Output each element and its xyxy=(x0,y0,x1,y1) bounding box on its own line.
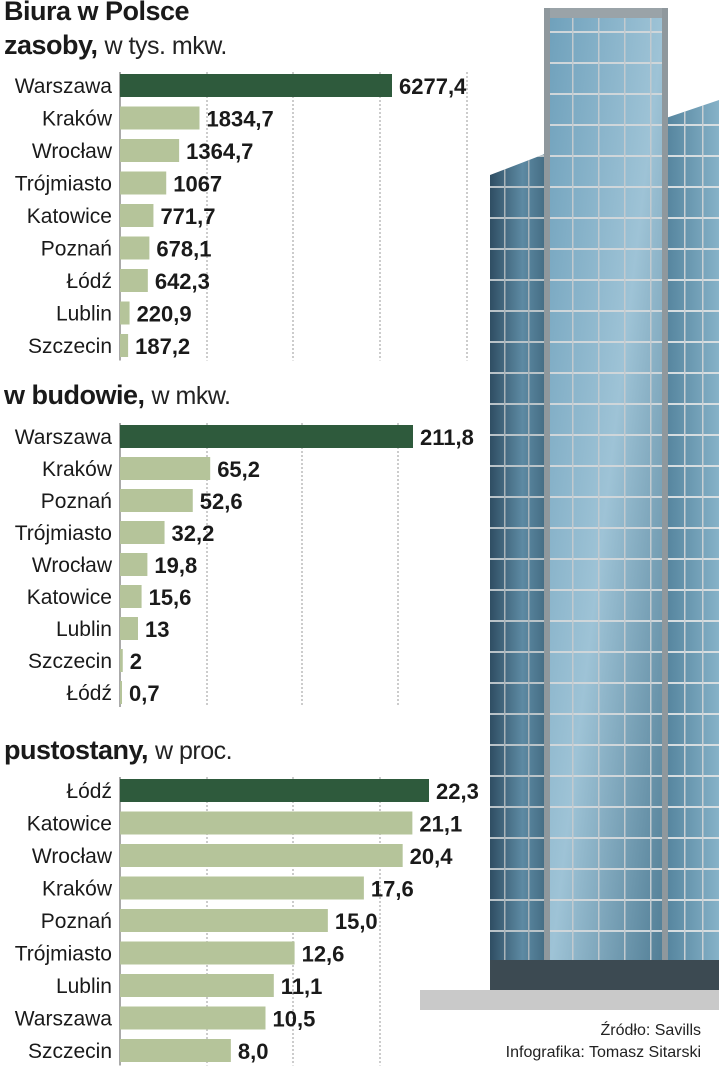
data-label: 32,2 xyxy=(172,521,215,546)
section-title-unit: w tys. mkw. xyxy=(104,32,228,60)
source-note: Źródło: Savills Infografika: Tomasz Sita… xyxy=(506,1020,701,1064)
category-label: Łódź xyxy=(66,780,112,803)
data-label: 15,6 xyxy=(149,585,192,610)
category-label: Poznań xyxy=(41,490,112,513)
category-label: Katowice xyxy=(27,205,112,228)
category-label: Warszawa xyxy=(15,75,113,98)
section-title-bold: zasoby, xyxy=(4,30,98,60)
category-label: Kraków xyxy=(42,458,113,481)
data-label: 19,8 xyxy=(154,553,197,578)
category-label: Lublin xyxy=(56,618,112,641)
bar xyxy=(120,585,142,608)
credit-line: Infografika: Tomasz Sitarski xyxy=(505,1044,701,1061)
bar xyxy=(120,844,403,867)
category-label: Szczecin xyxy=(28,650,112,673)
section-title-pustostany: pustostany, w proc. xyxy=(4,735,233,766)
section-title-zasoby: zasoby, w tys. mkw. xyxy=(4,30,227,61)
category-label: Trójmiasto xyxy=(15,522,112,545)
data-label: 1834,7 xyxy=(206,107,273,132)
category-label: Wrocław xyxy=(32,140,113,163)
data-label: 21,1 xyxy=(419,812,462,837)
data-label: 12,6 xyxy=(302,942,345,967)
bar xyxy=(120,811,413,835)
data-label: 0,7 xyxy=(129,681,160,706)
category-label: Szczecin xyxy=(28,335,112,358)
bar xyxy=(120,425,413,448)
bar xyxy=(120,521,165,544)
section-title-w-budowie: w budowie, w mkw. xyxy=(4,380,231,411)
bar xyxy=(120,909,328,932)
bar xyxy=(120,139,180,162)
bar xyxy=(120,779,429,802)
category-label: Poznań xyxy=(41,238,112,261)
data-label: 65,2 xyxy=(217,457,260,482)
data-label: 211,8 xyxy=(420,425,474,450)
bar xyxy=(120,553,148,576)
bar xyxy=(120,974,274,997)
bar xyxy=(120,334,129,357)
data-label: 1364,7 xyxy=(186,139,253,164)
bar xyxy=(120,74,392,97)
bar xyxy=(120,649,123,672)
category-label: Kraków xyxy=(42,878,113,901)
bar xyxy=(120,876,364,900)
section-title-unit: w proc. xyxy=(155,737,233,765)
data-label: 15,0 xyxy=(335,909,378,934)
category-label: Katowice xyxy=(27,586,112,609)
data-label: 6277,4 xyxy=(399,74,467,99)
category-label: Warszawa xyxy=(15,426,113,449)
category-label: Lublin xyxy=(56,303,112,326)
data-label: 17,6 xyxy=(371,877,414,902)
data-label: 678,1 xyxy=(156,237,211,262)
bar xyxy=(120,457,211,480)
category-label: Szczecin xyxy=(28,1040,112,1063)
data-label: 13 xyxy=(145,617,169,642)
bar xyxy=(120,236,150,260)
section-title-bold: pustostany, xyxy=(4,735,149,765)
bar xyxy=(120,1039,231,1062)
category-label: Warszawa xyxy=(15,1008,113,1031)
data-label: 10,5 xyxy=(272,1007,315,1032)
category-label: Katowice xyxy=(27,813,112,836)
category-label: Łódź xyxy=(66,270,112,293)
section-title-bold: w budowie, xyxy=(4,380,145,410)
data-label: 8,0 xyxy=(238,1039,269,1064)
data-label: 220,9 xyxy=(137,302,192,327)
data-label: 22,3 xyxy=(436,779,479,804)
data-label: 2 xyxy=(130,649,142,674)
chart-title: Biura w Polsce xyxy=(4,0,190,26)
bar xyxy=(120,106,200,130)
source-line: Źródło: Savills xyxy=(600,1022,701,1039)
bar xyxy=(120,171,167,195)
bar xyxy=(120,269,148,292)
section-title-unit: w mkw. xyxy=(151,382,231,410)
bar xyxy=(120,1006,266,1030)
category-label: Trójmiasto xyxy=(15,943,112,966)
data-label: 11,1 xyxy=(281,974,323,999)
category-label: Wrocław xyxy=(32,845,113,868)
category-label: Lublin xyxy=(56,975,112,998)
data-label: 771,7 xyxy=(160,204,215,229)
bar xyxy=(120,489,193,512)
bar xyxy=(120,301,130,325)
category-label: Trójmiasto xyxy=(15,173,112,196)
bar xyxy=(120,204,154,227)
bar xyxy=(120,617,138,640)
category-label: Poznań xyxy=(41,910,112,933)
category-label: Kraków xyxy=(42,108,113,131)
data-label: 20,4 xyxy=(410,844,454,869)
data-label: 1067 xyxy=(173,172,222,197)
data-label: 642,3 xyxy=(155,269,210,294)
category-label: Wrocław xyxy=(32,554,113,577)
data-label: 187,2 xyxy=(135,334,190,359)
data-label: 52,6 xyxy=(200,489,243,514)
bar xyxy=(120,941,295,965)
bar xyxy=(120,681,122,704)
category-label: Łódź xyxy=(66,682,112,705)
